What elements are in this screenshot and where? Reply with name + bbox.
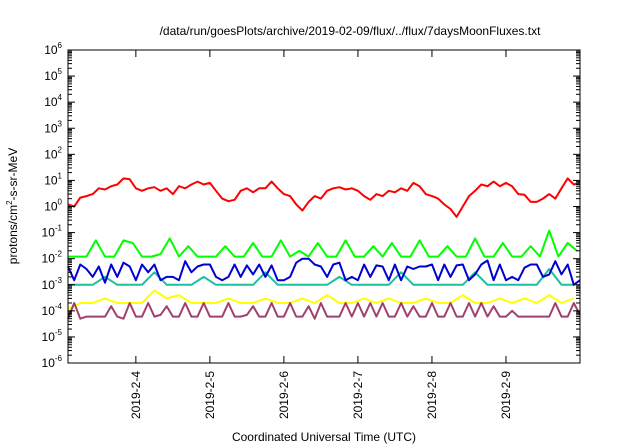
- y-tick-base: 10: [42, 226, 56, 240]
- y-tick-label: 100: [44, 198, 62, 214]
- y-axis-title-main: protons/cm: [6, 205, 20, 264]
- y-tick-base: 10: [44, 121, 58, 135]
- y-tick-base: 10: [44, 43, 58, 57]
- y-axis-title-sup: 2: [5, 200, 14, 205]
- axis-layer: 10-610-510-410-310-210-11001011021031041…: [42, 41, 580, 419]
- series-line-3: [68, 268, 574, 286]
- y-tick-exponent: -6: [55, 354, 63, 363]
- y-tick-label: 10-2: [42, 250, 63, 266]
- y-tick-label: 101: [44, 171, 62, 187]
- y-axis-title-rest: -s-sr-MeV: [6, 148, 20, 201]
- y-tick-base: 10: [44, 200, 58, 214]
- series-line-6: [67, 302, 581, 320]
- x-tick-label: 2019-2-5: [203, 371, 217, 419]
- y-tick-exponent: 4: [58, 93, 63, 102]
- y-axis-title: protons/cm2-s-sr-MeV: [5, 148, 20, 264]
- series-line-5: [67, 289, 575, 310]
- y-tick-exponent: 2: [58, 145, 63, 154]
- y-tick-exponent: 0: [58, 198, 63, 207]
- series-line-2: [68, 229, 578, 258]
- y-tick-base: 10: [44, 69, 58, 83]
- y-tick-label: 10-4: [42, 302, 63, 318]
- y-tick-exponent: -5: [55, 328, 63, 337]
- y-tick-base: 10: [44, 95, 58, 109]
- x-tick-label: 2019-2-9: [499, 371, 513, 419]
- y-tick-label: 106: [44, 41, 62, 57]
- y-tick-exponent: -3: [55, 276, 63, 285]
- y-tick-base: 10: [42, 278, 56, 292]
- y-tick-exponent: -1: [55, 224, 63, 233]
- series-line-1: [67, 177, 581, 218]
- x-tick-label: 2019-2-4: [129, 371, 143, 419]
- chart-title: /data/run/goesPlots/archive/2019-02-09/f…: [160, 24, 542, 38]
- x-tick-label: 2019-2-8: [425, 371, 439, 419]
- y-tick-base: 10: [44, 147, 58, 161]
- y-tick-base: 10: [42, 356, 56, 370]
- y-tick-exponent: -4: [55, 302, 63, 311]
- y-tick-exponent: -2: [55, 250, 63, 259]
- y-tick-base: 10: [42, 304, 56, 318]
- y-tick-label: 10-6: [42, 354, 63, 370]
- y-tick-label: 105: [44, 67, 62, 83]
- y-tick-base: 10: [42, 252, 56, 266]
- plot-frame: [67, 49, 581, 364]
- y-tick-label: 103: [44, 119, 62, 135]
- y-tick-exponent: 3: [58, 119, 63, 128]
- series-layer: [67, 177, 581, 320]
- y-tick-label: 10-5: [42, 328, 63, 344]
- y-tick-exponent: 1: [58, 171, 63, 180]
- y-tick-label: 102: [44, 145, 62, 161]
- y-tick-exponent: 6: [58, 41, 63, 50]
- y-tick-base: 10: [44, 173, 58, 187]
- series-line-4: [67, 257, 581, 286]
- y-tick-label: 104: [44, 93, 62, 109]
- y-tick-exponent: 5: [58, 67, 63, 76]
- y-tick-label: 10-1: [42, 224, 63, 240]
- y-tick-base: 10: [42, 330, 56, 344]
- x-axis-title: Coordinated Universal Time (UTC): [232, 430, 416, 444]
- x-tick-label: 2019-2-6: [277, 371, 291, 419]
- y-tick-label: 10-3: [42, 276, 63, 292]
- x-tick-label: 2019-2-7: [351, 371, 365, 419]
